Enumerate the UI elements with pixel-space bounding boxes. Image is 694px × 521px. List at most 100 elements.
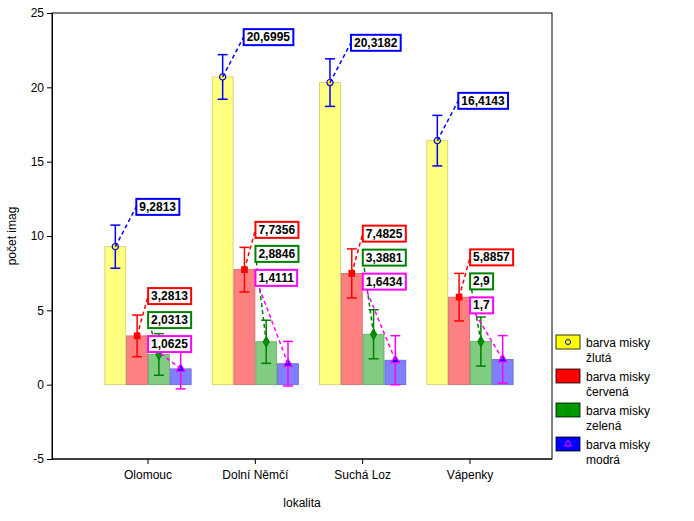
plot-frame (52, 13, 552, 459)
data-label: 2,9 (470, 273, 493, 341)
chart: -50510152025OlomoucDolní NěmčíSuchá LozV… (0, 0, 694, 521)
data-label: 1,0625 (148, 336, 191, 369)
error-cap (261, 363, 271, 365)
tick-mark (148, 459, 149, 464)
legend-label: barva miskyčervená (586, 370, 650, 398)
error-cap (239, 247, 249, 249)
tick-label: 0 (37, 378, 44, 392)
tick-mark (47, 87, 52, 88)
bar (320, 83, 341, 385)
data-label-text: 3,3881 (366, 251, 403, 265)
data-label-text: 1,6434 (366, 275, 403, 289)
leader-line (363, 257, 374, 334)
label-box (255, 222, 298, 238)
tick-mark (47, 236, 52, 237)
label-box (351, 35, 401, 51)
tick-label: 15 (31, 155, 45, 169)
error-cap (390, 335, 400, 337)
tick-label: 25 (31, 6, 45, 20)
tick-mark (47, 385, 52, 386)
legend-label: barva miskyzelená (586, 404, 650, 432)
y-axis-title: počet imag (5, 207, 19, 266)
error-bar (390, 336, 400, 385)
tick-mark (362, 459, 363, 464)
tick-label: 5 (37, 304, 44, 318)
legend-marker (565, 440, 572, 446)
data-label-text: 1,7 (473, 298, 490, 312)
error-cap (154, 375, 164, 377)
error-cap (154, 333, 164, 335)
data-label: 1,4111 (255, 270, 297, 364)
axis-line (47, 14, 53, 460)
tick-label: 10 (31, 229, 45, 243)
bar (427, 141, 448, 385)
tick-label: Dolní Němčí (222, 468, 289, 482)
data-label: 3,3881 (363, 250, 406, 335)
data-label: 5,8857 (459, 249, 513, 297)
label-box (363, 274, 406, 290)
data-label-text: 7,4825 (366, 227, 403, 241)
error-cap (369, 358, 379, 360)
y-tick: 10 (31, 229, 52, 243)
label-box (244, 29, 294, 45)
error-cap (325, 106, 335, 108)
series (127, 247, 470, 384)
label-box (470, 273, 493, 289)
error-cap (325, 58, 335, 60)
error-cap (347, 297, 357, 299)
series (170, 336, 513, 389)
data-label: 16,4143 (437, 93, 508, 141)
leader-line (330, 43, 351, 83)
y-tick: 5 (37, 304, 52, 318)
x-axis-title: lokalita (283, 496, 321, 510)
data-label: 20,6995 (223, 29, 294, 77)
error-cap (498, 335, 508, 337)
tick-mark (47, 162, 52, 163)
axis-line (52, 459, 552, 460)
leader-line (137, 296, 148, 336)
plot-area (105, 55, 513, 389)
error-cap (498, 382, 508, 384)
data-label-text: 16,4143 (461, 94, 505, 108)
x-tick: Vápenky (447, 459, 494, 482)
x-tick: Dolní Němčí (222, 459, 289, 482)
y-tick: 15 (31, 155, 52, 169)
tick-label: Olomouc (124, 468, 172, 482)
label-box (458, 93, 508, 109)
error-cap (283, 385, 293, 387)
tick-mark (47, 13, 52, 14)
error-bar (347, 249, 357, 298)
label-box (136, 199, 179, 215)
error-cap (132, 314, 142, 316)
leader-line (115, 207, 136, 247)
data-label-text: 3,2813 (151, 289, 188, 303)
legend-swatch (556, 335, 580, 349)
data-label-text: 5,8857 (473, 250, 510, 264)
label-box (148, 336, 191, 352)
tick-mark (255, 459, 256, 464)
data-label-text: 20,3182 (354, 36, 398, 50)
tick-label: Suchá Loz (334, 468, 391, 482)
legend-swatch (556, 403, 580, 417)
error-cap (176, 388, 186, 390)
leader-line (352, 233, 363, 273)
error-cap (283, 341, 293, 343)
error-cap (218, 98, 228, 100)
leader-line (244, 230, 255, 270)
error-cap (110, 267, 120, 269)
data-label: 20,3182 (330, 35, 401, 83)
marker (177, 364, 185, 371)
label-box (148, 312, 191, 328)
error-cap (239, 291, 249, 293)
tick-label: -5 (33, 452, 44, 466)
legend-label: barva miskymodrá (586, 438, 650, 466)
data-label: 1,6434 (363, 274, 406, 361)
error-cap (432, 115, 442, 117)
leader-line (437, 101, 458, 141)
data-label-text: 2,9 (473, 274, 490, 288)
data-label-text: 1,0625 (151, 337, 188, 351)
label-box (148, 288, 191, 304)
label-box (470, 297, 493, 313)
error-cap (110, 224, 120, 226)
data-label: 7,7356 (244, 222, 298, 270)
